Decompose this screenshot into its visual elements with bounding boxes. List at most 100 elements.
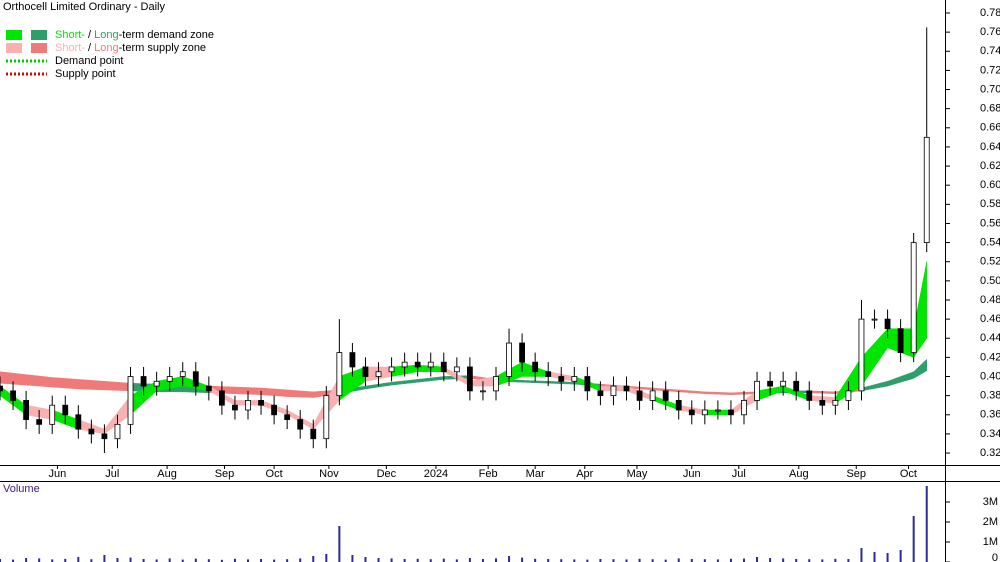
x-tick-label: Sep xyxy=(215,468,235,480)
candle-body xyxy=(297,419,304,430)
volume-bar xyxy=(677,558,680,562)
volume-title: Volume xyxy=(3,483,40,495)
candle-body xyxy=(179,371,186,377)
y-tick-label: 2M xyxy=(983,516,998,528)
candle-body xyxy=(245,400,251,411)
legend-short: Short- xyxy=(55,42,85,54)
y-tick-label: 0.62 xyxy=(980,160,1000,172)
y-tick-label: 0.32 xyxy=(980,447,1000,459)
y-tick-label: 0.68 xyxy=(980,103,1000,115)
candle-body xyxy=(414,361,421,368)
volume-bar xyxy=(338,526,341,562)
y-tick-label: 0.36 xyxy=(980,409,1000,421)
x-tick-label: Aug xyxy=(157,468,177,480)
x-tick-label: Sep xyxy=(846,468,866,480)
candle-body xyxy=(597,390,604,397)
candle-body xyxy=(232,404,238,411)
candle-body xyxy=(754,380,760,401)
y-tick-label: 0.70 xyxy=(980,83,1000,95)
legend-swatch xyxy=(31,43,47,53)
volume-bar xyxy=(573,559,576,562)
candle-body xyxy=(114,423,121,440)
volume-bar xyxy=(403,559,406,562)
y-tick-label: 3M xyxy=(983,496,998,508)
legend-rest: -term supply zone xyxy=(119,42,206,54)
volume-bar xyxy=(716,559,719,562)
x-tick-label: Oct xyxy=(900,468,917,480)
y-tick-label: 0.64 xyxy=(980,141,1000,153)
candle-body xyxy=(649,390,656,401)
x-tick-label: Aug xyxy=(789,468,809,480)
candle-body xyxy=(584,376,591,392)
volume-bar xyxy=(220,559,223,562)
volume-bar xyxy=(925,486,928,562)
volume-bar xyxy=(194,558,197,562)
candle-body xyxy=(571,376,578,382)
volume-bar xyxy=(246,559,249,562)
candle-body xyxy=(49,404,56,425)
candle-body xyxy=(728,409,734,416)
volume-bar xyxy=(612,559,615,562)
volume-bar xyxy=(468,558,471,562)
volume-bar xyxy=(769,558,772,562)
candle-body xyxy=(506,342,512,377)
volume-bar xyxy=(912,516,915,562)
x-tick-label: Jul xyxy=(105,468,119,480)
x-tick-label: Jul xyxy=(732,468,746,480)
x-tick-label: Jun xyxy=(683,468,701,480)
candle-body xyxy=(36,419,43,425)
chart-title: Orthocell Limited Ordinary - Daily xyxy=(3,1,165,13)
candle-body xyxy=(819,400,826,406)
candle-body xyxy=(662,390,669,401)
volume-bar xyxy=(742,558,745,562)
volume-bar xyxy=(729,558,732,562)
legend-long: Long xyxy=(94,29,118,41)
legend-sep: / xyxy=(85,42,94,54)
candle-body xyxy=(349,352,356,368)
candle-body xyxy=(493,376,499,392)
volume-bar xyxy=(429,559,432,562)
y-tick-label: 0.58 xyxy=(980,198,1000,210)
y-tick-label: 0.50 xyxy=(980,275,1000,287)
candle-body xyxy=(127,376,134,425)
y-tick-label: 0.40 xyxy=(980,370,1000,382)
volume-bar xyxy=(64,558,67,562)
volume-bar xyxy=(12,559,15,562)
volume-bar xyxy=(207,559,210,562)
legend-swatch xyxy=(31,30,47,40)
legend-rest: -term demand zone xyxy=(119,29,214,41)
zone-band xyxy=(51,377,79,390)
volume-bar xyxy=(534,558,537,562)
candle-body xyxy=(218,390,225,406)
legend-long: Long xyxy=(94,42,118,54)
candle-body xyxy=(806,390,813,401)
candle-body xyxy=(323,395,330,440)
volume-bar xyxy=(873,552,876,562)
volume-bar xyxy=(521,557,524,562)
candle-body xyxy=(10,390,16,401)
legend-swatch xyxy=(6,30,22,40)
candle-body xyxy=(310,428,317,440)
legend-label: Supply point xyxy=(55,68,116,80)
candle-body xyxy=(701,409,708,416)
volume-bar xyxy=(834,558,837,562)
candle-body xyxy=(362,366,369,377)
volume-bar xyxy=(103,555,106,562)
volume-bar xyxy=(481,559,484,562)
y-tick-label: 0.44 xyxy=(980,332,1000,344)
candle-body xyxy=(336,352,343,397)
volume-bar xyxy=(886,553,889,562)
candle-body xyxy=(832,400,839,406)
volume-bar xyxy=(560,559,563,562)
volume-bar xyxy=(38,558,41,562)
candle-body xyxy=(558,376,565,382)
candle-body xyxy=(453,366,460,373)
candle-body xyxy=(610,385,617,397)
legend-label: Demand point xyxy=(55,55,124,67)
y-tick-label: 0.76 xyxy=(980,26,1000,38)
volume-bar xyxy=(312,556,315,562)
y-tick-label: 0.56 xyxy=(980,217,1000,229)
candle-body xyxy=(153,380,160,387)
candle-body xyxy=(62,404,69,416)
